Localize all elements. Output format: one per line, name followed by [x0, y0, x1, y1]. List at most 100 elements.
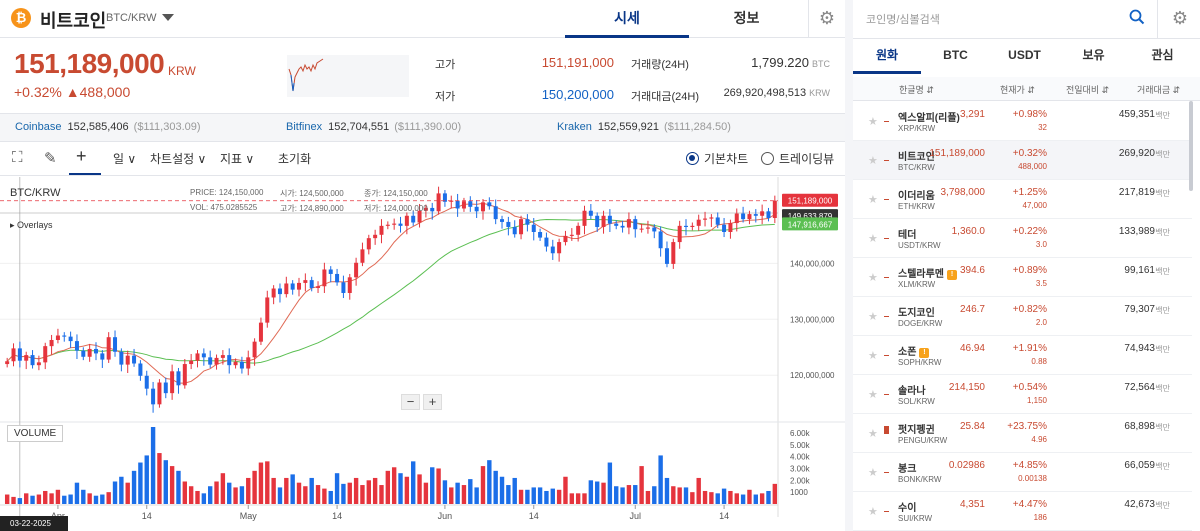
crosshair-icon[interactable]: +	[76, 146, 87, 166]
coin-row[interactable]: ★ 도지코인 DOGE/KRW 246.7 +0.82% 2.0 79,307 백만	[853, 297, 1192, 336]
basic-chart-radio[interactable]	[686, 152, 699, 165]
coin-row[interactable]: ★ 봉크 BONK/KRW 0.02986 +4.85% 0.00138 66,059 백만	[853, 453, 1192, 492]
star-icon[interactable]: ★	[868, 506, 878, 518]
coin-row[interactable]: ★ 솔라나 SOL/KRW 214,150 +0.54% 1,150 72,564 백만	[853, 375, 1192, 414]
current-price-tag-bg	[782, 193, 838, 207]
candle-body	[360, 249, 365, 263]
chevron-down-icon[interactable]	[162, 14, 174, 21]
tradingview-label[interactable]: 트레이딩뷰	[779, 152, 835, 166]
volume-label: 거래량(24H)	[631, 59, 689, 71]
coin-row[interactable]: ★ 엑스알피(리플) XRP/KRW 3,291 +0.98% 32 459,351 백만	[853, 102, 1192, 141]
coin-row-change-abs: 186	[1033, 513, 1047, 522]
zoom-in-button[interactable]: +	[423, 394, 442, 410]
coin-name[interactable]: 비트코인	[40, 11, 107, 31]
coin-header: ₿ 비트코인 BTC/KRW 시세 정보 ⚙	[0, 0, 845, 38]
candle-body	[354, 262, 359, 278]
tab-btc[interactable]: BTC	[943, 48, 968, 62]
volume-bar	[601, 482, 606, 504]
sort-volume[interactable]: 거래대금 ⇵	[1137, 85, 1181, 95]
volume-bar	[709, 492, 714, 504]
candle-body	[297, 282, 302, 290]
gear-icon[interactable]: ⚙	[1171, 8, 1189, 28]
volume-bar	[334, 473, 340, 504]
star-icon[interactable]: ★	[868, 467, 878, 479]
candle-body	[557, 242, 562, 254]
coin-row-name: 엑스알피(리플)	[898, 113, 960, 124]
volume-bar	[322, 488, 327, 504]
volume-bar	[328, 490, 333, 504]
coin-row-change-abs: 3.5	[1035, 279, 1047, 288]
overlays-toggle[interactable]: ▸ Overlays	[10, 220, 53, 230]
pencil-icon[interactable]: ✎	[44, 150, 57, 167]
tab-usdt[interactable]: USDT	[1008, 48, 1041, 62]
coin-row[interactable]: ★ 테더 USDT/KRW 1,360.0 +0.22% 3.0 133,989 백만	[853, 219, 1192, 258]
volume-bar	[296, 482, 302, 504]
sort-price[interactable]: 현재가 ⇵	[1000, 85, 1035, 95]
chart-settings-dropdown[interactable]: 차트설정 ∨	[150, 152, 207, 166]
candle-body	[290, 283, 295, 290]
coin-row[interactable]: ★ 이더리움 ETH/KRW 3,798,000 +1.25% 47,000 217,819…	[853, 180, 1192, 219]
sparkline-chart	[287, 55, 409, 97]
reset-button[interactable]: 초기화	[278, 152, 312, 166]
volume-bar	[169, 466, 175, 504]
candle-body	[81, 350, 86, 357]
star-icon[interactable]: ★	[868, 311, 878, 323]
star-icon[interactable]: ★	[868, 272, 878, 284]
gear-icon[interactable]: ⚙	[818, 8, 836, 28]
coin-row[interactable]: ★ 소폰! SOPH/KRW 46.94 +1.91% 0.88 74,943 백만	[853, 336, 1192, 375]
candle-body	[258, 322, 263, 342]
tab-favorites[interactable]: 관심	[1151, 48, 1174, 62]
tab-info[interactable]: 정보	[733, 10, 760, 26]
zoom-out-button[interactable]: −	[401, 394, 420, 410]
indicators-dropdown[interactable]: 지표 ∨	[220, 152, 255, 166]
coin-row-volume-unit: 백만	[1155, 501, 1170, 510]
scrollbar[interactable]	[1189, 101, 1193, 191]
fullscreen-icon[interactable]: ⛶	[12, 149, 23, 166]
candle-body	[392, 223, 397, 225]
star-icon[interactable]: ★	[868, 389, 878, 401]
star-icon[interactable]: ★	[868, 155, 878, 167]
sort-change[interactable]: 전일대비 ⇵	[1066, 85, 1110, 95]
volume-bar	[493, 470, 498, 504]
price-chart[interactable]: 151,189,000 149,633,879 147,916,667 140,000…	[0, 177, 845, 531]
coin-row-change-pct: +23.75%	[1007, 421, 1047, 432]
coin-row-change-abs: 2.0	[1035, 318, 1047, 327]
search-input[interactable]: 코인명/심볼검색	[866, 14, 940, 26]
volume-bar	[277, 487, 283, 504]
tab-holdings[interactable]: 보유	[1082, 48, 1105, 62]
volume-bar	[4, 494, 10, 504]
candle-body	[633, 219, 638, 230]
search-icon[interactable]	[1129, 9, 1145, 25]
tab-krw[interactable]: 원화	[853, 38, 921, 74]
star-icon[interactable]: ★	[868, 233, 878, 245]
tab-quote[interactable]: 시세	[565, 0, 689, 38]
candle-body	[500, 219, 505, 222]
star-icon[interactable]: ★	[868, 350, 878, 362]
volume-bar	[588, 480, 594, 504]
candle-body	[607, 215, 612, 224]
coin-row-change-abs: 0.88	[1031, 357, 1047, 366]
star-icon[interactable]: ★	[868, 428, 878, 440]
coin-row[interactable]: ★ 비트코인 BTC/KRW 151,189,000 +0.32% 488,000 269,…	[853, 141, 1192, 180]
star-icon[interactable]: ★	[868, 116, 878, 128]
candle-body	[385, 224, 390, 226]
coin-row-price: 3,291	[959, 109, 985, 120]
volume-tick-label: 6.00k	[790, 429, 811, 438]
volume-bar	[480, 466, 486, 504]
star-icon[interactable]: ★	[868, 194, 878, 206]
candle-body	[436, 193, 441, 212]
volume-bar	[43, 490, 48, 504]
volume-bar	[455, 482, 460, 504]
coin-row[interactable]: ★ 펏지펭귄 PENGU/KRW 25.84 +23.75% 4.96 68,898 백만	[853, 414, 1192, 453]
sort-name[interactable]: 한글명 ⇵	[899, 85, 934, 95]
period-dropdown[interactable]: 일 ∨	[113, 152, 137, 166]
tradingview-radio[interactable]	[761, 152, 774, 165]
coin-row-price: 1,360.0	[951, 226, 985, 237]
coin-row[interactable]: ★ 스텔라루멘! XLM/KRW 394.6 +0.89% 3.5 99,161 백만	[853, 258, 1192, 297]
coin-row[interactable]: ★ 수이 SUI/KRW 4,351 +4.47% 186 42,673 백만	[853, 492, 1192, 531]
basic-chart-label[interactable]: 기본차트	[704, 152, 749, 166]
coin-row-volume-unit: 백만	[1155, 345, 1170, 354]
volume-tick-label: 4.00k	[790, 453, 811, 462]
volume-bar	[366, 480, 371, 504]
